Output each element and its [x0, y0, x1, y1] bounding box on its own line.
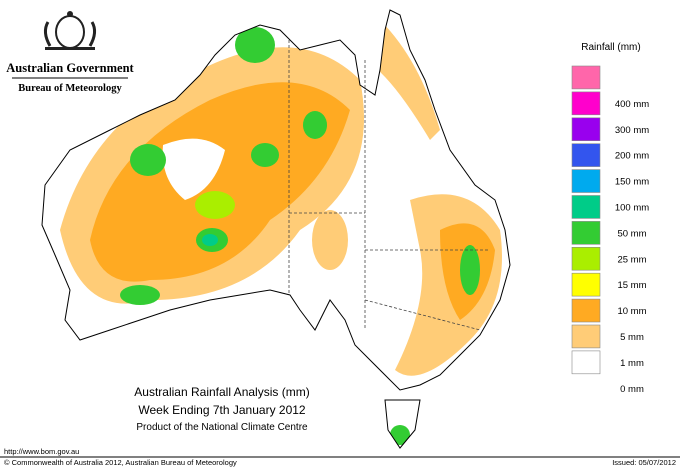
mainland-outline	[41, 9, 511, 391]
legend-swatch	[571, 324, 601, 349]
legend-label: 100 mm	[615, 203, 649, 214]
legend-swatch	[571, 298, 601, 323]
legend-swatch	[571, 169, 601, 193]
rain-25mm	[460, 245, 480, 295]
rain-1mm	[312, 210, 348, 270]
tasmania-outline	[384, 399, 421, 449]
rain-25mm	[390, 425, 410, 445]
legend-label: 0 mm	[620, 384, 644, 395]
rain-25mm	[130, 144, 166, 176]
rain-15mm	[195, 191, 235, 219]
legend-label: 15 mm	[617, 280, 646, 291]
legend-swatch	[571, 247, 601, 271]
legend-label: 300 mm	[615, 125, 649, 136]
rain-5mm	[90, 82, 350, 282]
legend-label: 200 mm	[615, 151, 649, 162]
rain-25mm	[120, 285, 160, 305]
rain-25mm	[303, 111, 327, 139]
legend-swatch	[571, 65, 601, 90]
legend-label: 150 mm	[615, 177, 649, 188]
rain-25mm	[251, 143, 279, 167]
rain-50mm	[202, 234, 218, 246]
map-subtitle: Week Ending 7th January 2012	[138, 403, 306, 417]
legend: 400 mm 300 mm 200 mm 150 mm 100 mm 50 mm 25 mm…	[571, 65, 649, 395]
legend-label: 25 mm	[617, 254, 646, 265]
footer-url: http://www.bom.gov.au	[4, 447, 79, 456]
government-name: Australian Government	[6, 61, 134, 75]
rain-1mm	[378, 20, 440, 140]
agency-name: Bureau of Meteorology	[18, 83, 122, 94]
legend-swatch	[571, 195, 601, 219]
legend-swatch	[571, 143, 601, 167]
map-title: Australian Rainfall Analysis (mm)	[134, 385, 309, 399]
legend-swatch	[571, 91, 601, 116]
map-credit: Product of the National Climate Centre	[136, 422, 308, 433]
legend-swatch	[571, 117, 601, 142]
legend-label: 5 mm	[620, 332, 644, 343]
footer-issued: Issued: 05/07/2012	[612, 458, 676, 467]
state-borders	[288, 40, 490, 331]
legend-label: 400 mm	[615, 99, 649, 110]
rain-25mm	[235, 27, 275, 63]
legend-swatch	[571, 221, 601, 245]
rain-0mm	[162, 138, 225, 200]
legend-title: Rainfall (mm)	[581, 42, 640, 53]
legend-swatch	[571, 272, 601, 297]
footer-copyright: © Commonwealth of Australia 2012, Austra…	[4, 458, 237, 467]
legend-label: 50 mm	[617, 228, 646, 239]
legend-label: 1 mm	[620, 358, 644, 369]
legend-label: 10 mm	[617, 306, 646, 317]
crest	[43, 11, 97, 50]
legend-swatch	[571, 350, 601, 375]
